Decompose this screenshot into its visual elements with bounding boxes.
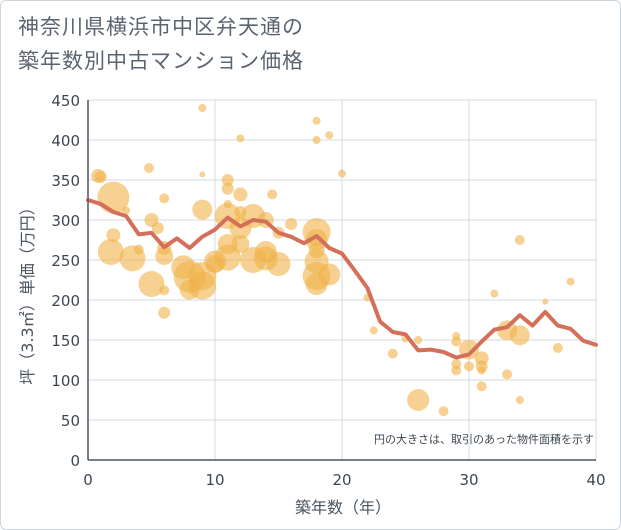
y-tick-label: 50 [61, 412, 80, 430]
data-bubble [451, 365, 462, 376]
data-bubble [312, 116, 321, 125]
x-tick-label: 0 [83, 471, 93, 489]
data-bubble [476, 381, 487, 392]
x-tick-label: 30 [459, 471, 478, 489]
data-bubble [223, 200, 232, 208]
data-bubble [234, 206, 247, 218]
data-bubble [308, 242, 325, 259]
data-bubble [490, 289, 499, 298]
data-bubble [158, 306, 171, 319]
data-bubble [159, 193, 170, 204]
data-bubble [97, 239, 124, 265]
data-bubble [566, 277, 575, 286]
data-bubble [159, 285, 170, 296]
y-tick-label: 250 [51, 252, 80, 270]
data-bubble [502, 369, 513, 380]
data-bubble [198, 104, 207, 112]
data-bubble [318, 263, 341, 286]
y-tick-label: 0 [70, 452, 80, 470]
data-bubble [464, 361, 474, 372]
data-bubble [509, 325, 530, 346]
chart-title: 神奈川県横浜市中区弁天通の 築年数別中古マンション価格 [18, 10, 304, 78]
data-bubble [254, 241, 277, 263]
y-tick-label: 150 [51, 332, 80, 350]
data-bubble [231, 235, 250, 253]
data-bubble [267, 189, 278, 200]
data-bubble [221, 174, 234, 186]
data-bubble [106, 228, 121, 243]
y-tick-label: 450 [51, 92, 80, 110]
data-bubble [236, 134, 245, 143]
axis-layer: 0 50 100 150 200 250 300 350 400 450 0 10 20 30 40 [51, 92, 605, 489]
y-tick-label: 200 [51, 292, 80, 310]
data-bubble [233, 187, 248, 202]
data-bubble [338, 169, 346, 178]
data-bubble [199, 171, 206, 178]
y-tick-label: 350 [51, 172, 80, 190]
average-price-line [86, 198, 598, 360]
x-tick-label: 40 [586, 471, 605, 489]
data-bubble [151, 222, 164, 234]
data-bubble [206, 255, 224, 273]
data-bubble [515, 396, 524, 404]
data-bubble [542, 298, 549, 305]
y-tick-label: 300 [51, 212, 80, 230]
data-bubble [192, 199, 213, 220]
y-tick-label: 400 [51, 132, 80, 150]
data-bubble [312, 136, 321, 144]
data-bubble [407, 389, 430, 411]
data-bubble [325, 131, 334, 140]
data-bubble [133, 244, 144, 255]
data-bubble [477, 366, 486, 375]
x-tick-label: 20 [332, 471, 351, 489]
data-bubble [552, 343, 563, 353]
data-bubble [514, 235, 525, 245]
data-bubble [387, 348, 398, 359]
data-bubble [179, 279, 200, 300]
data-bubble [171, 255, 196, 280]
chart-title-line-1: 神奈川県横浜市中区弁天通の [18, 15, 304, 39]
data-bubble [285, 218, 298, 230]
y-tick-label: 100 [51, 372, 80, 390]
data-bubble [94, 170, 107, 183]
grid-layer [87, 99, 597, 461]
x-axis-label: 築年数（年） [295, 498, 391, 517]
y-axis-label: 坪（3.3㎡）単価（万円） [18, 199, 37, 384]
bubble-layer [91, 104, 575, 417]
line-layer [86, 198, 598, 360]
chart-title-line-2: 築年数別中古マンション価格 [18, 49, 304, 73]
size-note: 円の大きさは、取引のあった物件面積を示す [374, 432, 594, 446]
data-bubble [369, 326, 378, 335]
data-bubble [452, 332, 461, 340]
data-bubble [414, 336, 423, 344]
x-tick-label: 10 [205, 471, 224, 489]
data-bubble [138, 271, 165, 297]
data-bubble [217, 234, 238, 254]
data-bubble [143, 163, 154, 173]
data-bubble [438, 406, 449, 417]
data-bubble [221, 182, 234, 195]
data-bubble [122, 206, 131, 215]
